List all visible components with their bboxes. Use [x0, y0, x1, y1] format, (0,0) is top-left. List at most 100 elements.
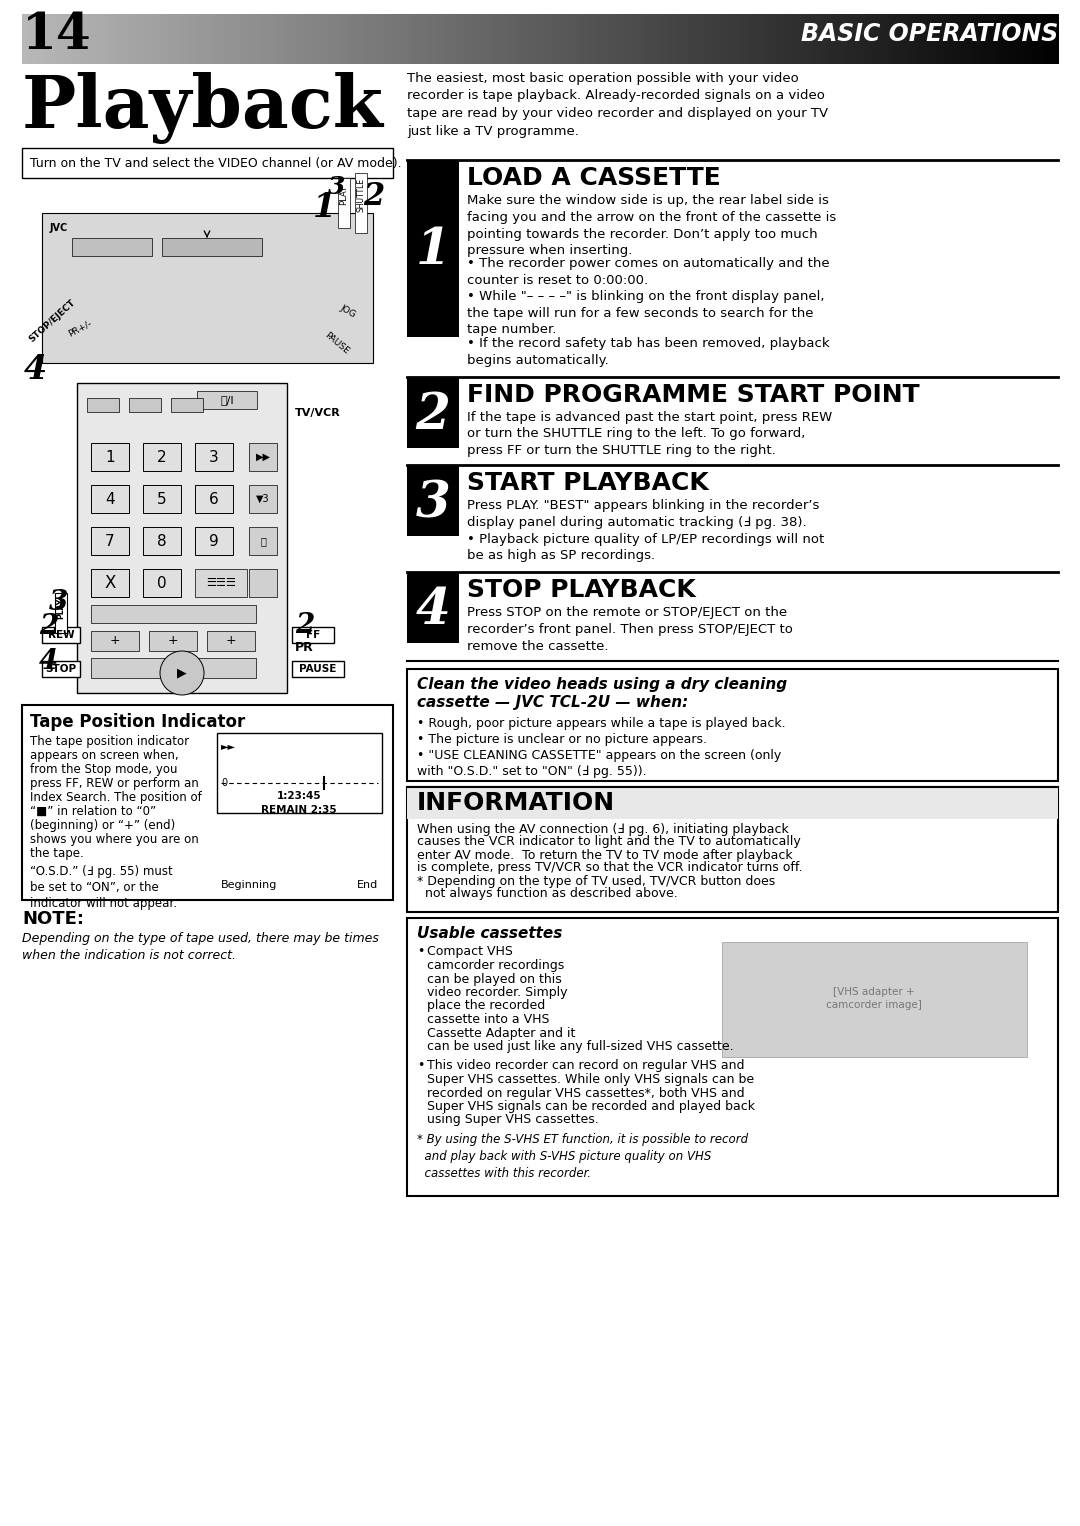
Bar: [357, 14, 362, 64]
Bar: [837, 14, 841, 64]
Text: STOP: STOP: [45, 664, 77, 674]
Bar: [29, 14, 33, 64]
Bar: [177, 14, 181, 64]
Bar: [84, 14, 89, 64]
Bar: [557, 14, 562, 64]
Bar: [1044, 14, 1049, 64]
Text: JOG: JOG: [338, 304, 356, 319]
Bar: [744, 14, 748, 64]
Bar: [281, 14, 285, 64]
Bar: [361, 14, 365, 64]
Bar: [851, 14, 855, 64]
Bar: [336, 14, 340, 64]
Bar: [495, 14, 500, 64]
Text: START PLAYBACK: START PLAYBACK: [467, 472, 708, 494]
Bar: [129, 14, 134, 64]
Bar: [64, 14, 68, 64]
Text: REW: REW: [48, 630, 75, 639]
Bar: [433, 14, 437, 64]
Bar: [705, 14, 711, 64]
Bar: [920, 14, 924, 64]
Text: PLAY: PLAY: [339, 185, 349, 204]
Bar: [875, 14, 879, 64]
Bar: [73, 14, 78, 64]
Bar: [1037, 14, 1042, 64]
Bar: [523, 14, 527, 64]
Text: The tape position indicator: The tape position indicator: [30, 736, 189, 748]
Bar: [249, 569, 276, 597]
Bar: [367, 14, 372, 64]
Bar: [529, 14, 535, 64]
Bar: [999, 14, 1003, 64]
Bar: [816, 14, 821, 64]
Bar: [278, 14, 282, 64]
Bar: [585, 14, 590, 64]
Bar: [267, 14, 272, 64]
Bar: [112, 14, 117, 64]
Text: +: +: [167, 635, 178, 647]
Bar: [792, 14, 797, 64]
Bar: [502, 14, 507, 64]
Bar: [381, 14, 386, 64]
Text: +: +: [226, 635, 237, 647]
Bar: [713, 14, 717, 64]
Bar: [55, 594, 67, 633]
Text: NOTE:: NOTE:: [22, 909, 84, 928]
Bar: [407, 465, 459, 536]
Bar: [699, 14, 703, 64]
Text: ⏱: ⏱: [260, 536, 266, 546]
Bar: [512, 14, 517, 64]
Bar: [768, 14, 772, 64]
Bar: [961, 14, 966, 64]
Bar: [237, 14, 241, 64]
Bar: [288, 14, 293, 64]
Bar: [540, 14, 544, 64]
Bar: [975, 14, 980, 64]
Bar: [710, 14, 714, 64]
Bar: [450, 14, 455, 64]
Bar: [716, 14, 720, 64]
Text: 2: 2: [295, 612, 314, 639]
Bar: [723, 942, 1027, 1056]
Bar: [491, 14, 496, 64]
Bar: [903, 14, 907, 64]
Bar: [477, 14, 483, 64]
Bar: [733, 14, 738, 64]
Bar: [185, 14, 189, 64]
Bar: [978, 14, 983, 64]
Bar: [149, 630, 197, 652]
Bar: [226, 14, 230, 64]
Bar: [333, 14, 337, 64]
Bar: [934, 14, 939, 64]
Bar: [633, 14, 637, 64]
Bar: [930, 14, 934, 64]
Bar: [232, 14, 238, 64]
Bar: [1048, 14, 1052, 64]
Bar: [257, 14, 261, 64]
Text: 4: 4: [416, 586, 450, 635]
Bar: [799, 14, 804, 64]
Text: 2: 2: [363, 182, 384, 212]
Bar: [647, 14, 651, 64]
Bar: [160, 14, 164, 64]
Bar: [906, 14, 910, 64]
Text: Depending on the type of tape used, there may be times
when the indication is no: Depending on the type of tape used, ther…: [22, 932, 379, 961]
Text: • Playback picture quality of LP/EP recordings will not
be as high as SP recordi: • Playback picture quality of LP/EP reco…: [467, 533, 824, 563]
Bar: [765, 14, 769, 64]
Bar: [136, 14, 140, 64]
Bar: [554, 14, 558, 64]
Text: STOP/EJECT: STOP/EJECT: [27, 298, 77, 343]
Bar: [813, 14, 818, 64]
Bar: [295, 14, 299, 64]
Bar: [50, 14, 54, 64]
Bar: [91, 604, 256, 623]
Bar: [1041, 14, 1045, 64]
Bar: [882, 14, 887, 64]
Bar: [840, 14, 845, 64]
Text: 4: 4: [105, 491, 114, 507]
Bar: [222, 14, 227, 64]
Bar: [212, 14, 216, 64]
Bar: [616, 14, 620, 64]
Bar: [274, 14, 279, 64]
Text: INFORMATION: INFORMATION: [417, 792, 616, 815]
